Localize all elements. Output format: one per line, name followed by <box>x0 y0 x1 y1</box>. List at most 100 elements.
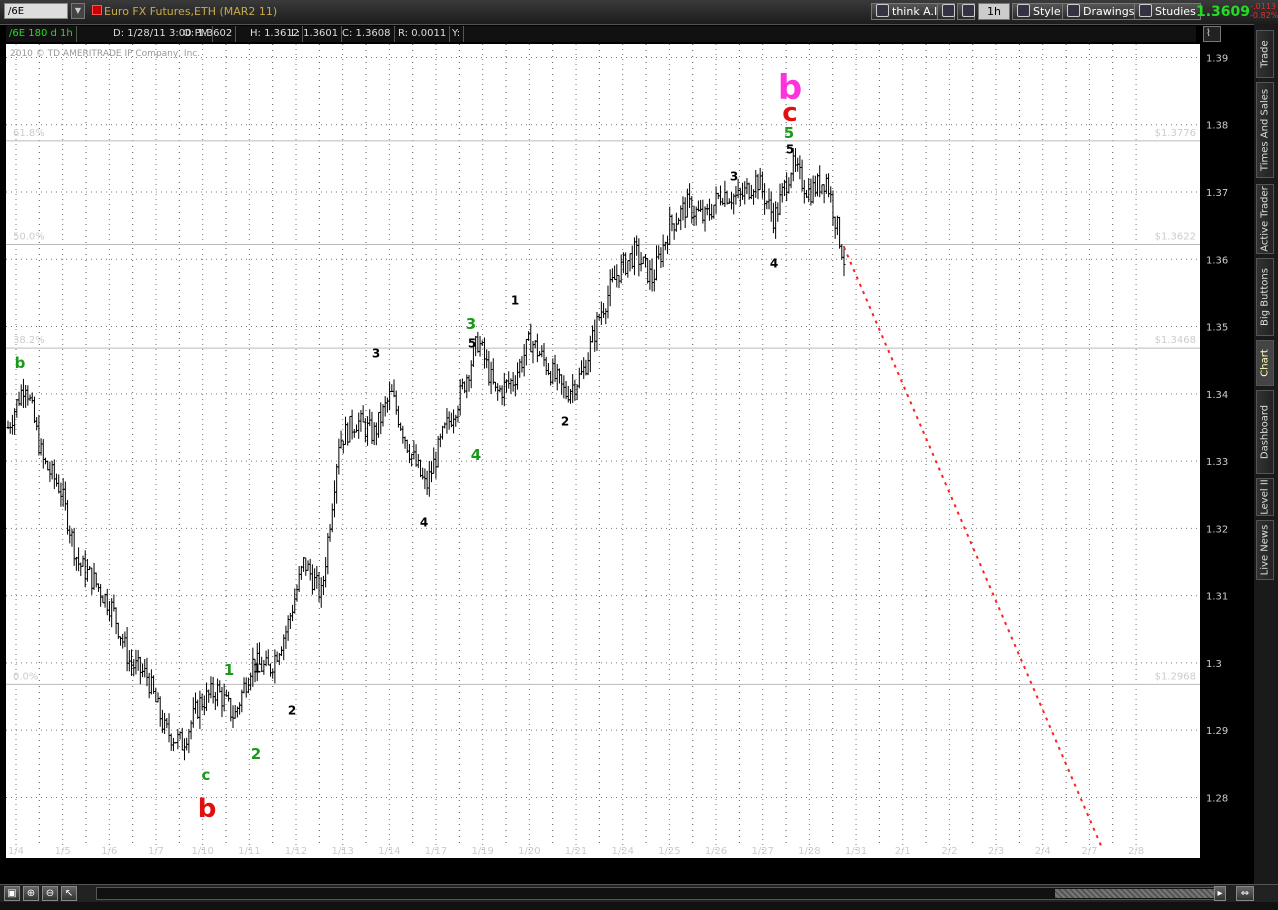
wave-label: 1 <box>253 662 261 676</box>
ruler-icon <box>962 4 975 17</box>
wave-label: b <box>778 68 802 108</box>
low-label: L: 1.3601 <box>288 26 343 42</box>
style-label: Style <box>1033 5 1061 18</box>
side-tab-chart[interactable]: Chart <box>1256 340 1274 386</box>
range-label: R: 0.0011 <box>395 26 451 42</box>
side-tab-level-ii[interactable]: Level II <box>1256 478 1274 516</box>
cursor-button[interactable]: ↖ <box>61 886 77 901</box>
wave-label: 2 <box>251 745 261 763</box>
y-tick-label: 1.28 <box>1206 793 1228 804</box>
x-tick-label: 1/28 <box>798 846 820 857</box>
zoom-in-button[interactable]: ⊕ <box>23 886 39 901</box>
price-chart[interactable]: 61.8% $1.3776 50.0% $1.3622 38.2% $1.3468 0.0%… <box>6 44 1200 858</box>
side-panel-tabs: Trade Times And Sales Active Trader Big But… <box>1254 24 1278 884</box>
ohlc-info-bar: /6E 180 d 1h D: 1/28/11 3:00 PM O: 1.360… <box>6 26 1196 42</box>
side-tab-label: Chart <box>1259 349 1271 377</box>
scroll-right-button[interactable]: ▸ <box>1214 886 1226 901</box>
scrollbar-thumb[interactable] <box>1055 889 1225 898</box>
side-tab-dashboard[interactable]: Dashboard <box>1256 390 1274 474</box>
drawings-button[interactable]: Drawings <box>1062 3 1140 20</box>
y-tick-label: 1.32 <box>1206 524 1228 535</box>
side-tab-big-buttons[interactable]: Big Buttons <box>1256 258 1274 336</box>
y-label: Y: <box>449 26 465 42</box>
x-tick-label: 2/3 <box>988 846 1004 857</box>
x-tick-label: 1/31 <box>845 846 867 857</box>
style-button[interactable]: Style <box>1012 3 1066 20</box>
x-tick-label: 1/10 <box>191 846 213 857</box>
side-tab-label: Active Trader <box>1259 186 1271 252</box>
y-tick-label: 1.31 <box>1206 592 1228 603</box>
x-tick-label: 1/5 <box>55 846 71 857</box>
wave-label: 3 <box>730 170 738 184</box>
y-tick-label: 1.35 <box>1206 323 1228 334</box>
side-tab-active-trader[interactable]: Active Trader <box>1256 184 1274 254</box>
projection-line <box>843 246 1103 849</box>
wave-label: c <box>202 766 211 784</box>
instrument-title: Euro FX Futures,ETH (MAR2 11) <box>104 5 278 18</box>
percent-change: -0.82% <box>1250 11 1278 20</box>
bottom-toolbar: ▣ ⊕ ⊖ ↖ ▸ ⇔ <box>0 884 1278 903</box>
fib-price-label: $1.3468 <box>1155 335 1196 346</box>
timeframe-button[interactable]: 1h <box>978 3 1010 20</box>
link-icon <box>942 4 955 17</box>
studies-button[interactable]: Studies <box>1134 3 1201 20</box>
wave-label: 3 <box>372 347 380 361</box>
side-tab-label: Live News <box>1259 524 1271 576</box>
expand-icon: ⇔ <box>1240 888 1250 899</box>
side-tab-label: Level II <box>1259 479 1271 515</box>
price-axis[interactable]: 1.39 1.38 1.37 1.36 1.35 1.34 1.33 1.32 1.31 1.3 1… <box>1200 44 1250 858</box>
fib-percent-label: 0.0% <box>13 671 38 682</box>
expand-button[interactable]: ⇔ <box>1236 886 1254 901</box>
favorite-icon[interactable] <box>92 5 102 15</box>
time-scrollbar[interactable] <box>96 887 1226 900</box>
chart-icon: ⌇ <box>1206 28 1211 39</box>
fib-price-label: $1.3622 <box>1155 231 1196 242</box>
think-ai-label: think A.I. <box>892 5 941 18</box>
side-tab-times-and-sales[interactable]: Times And Sales <box>1256 82 1274 178</box>
chart-grid <box>6 44 1200 850</box>
side-tab-label: Dashboard <box>1259 404 1271 460</box>
think-ai-button[interactable]: think A.I. <box>871 3 946 20</box>
x-tick-label: 1/7 <box>148 846 164 857</box>
y-tick-label: 1.36 <box>1206 255 1228 266</box>
x-tick-label: 1/26 <box>705 846 727 857</box>
side-tab-live-news[interactable]: Live News <box>1256 520 1274 580</box>
x-tick-label: 1/27 <box>751 846 773 857</box>
symbol-dropdown-button[interactable]: ▼ <box>71 3 85 19</box>
side-tab-label: Trade <box>1259 40 1271 68</box>
studies-label: Studies <box>1155 5 1196 18</box>
x-tick-label: 1/21 <box>565 846 587 857</box>
wave-label: 3 <box>466 315 476 333</box>
x-tick-label: 2/2 <box>941 846 957 857</box>
wave-label: 5 <box>784 124 794 142</box>
close-label: C: 1.3608 <box>339 26 395 42</box>
fib-percent-label: 38.2% <box>13 335 45 346</box>
wave-label: 4 <box>770 257 778 271</box>
net-change: -.0113 <box>1250 2 1276 11</box>
x-tick-label: 1/13 <box>331 846 353 857</box>
x-tick-label: 2/4 <box>1035 846 1051 857</box>
plot-background <box>6 44 1200 858</box>
chart-settings-button[interactable]: ⌇ <box>1203 26 1221 42</box>
y-tick-label: 1.37 <box>1206 188 1228 199</box>
zoom-out-icon: ⊖ <box>45 888 55 899</box>
zoom-out-button[interactable]: ⊖ <box>42 886 58 901</box>
symbol-input[interactable]: /6E <box>4 3 68 19</box>
wave-label: 2 <box>561 415 569 429</box>
pan-button[interactable]: ▣ <box>4 886 20 901</box>
link-button[interactable] <box>937 3 955 20</box>
x-tick-label: 1/4 <box>8 846 24 857</box>
period-label[interactable]: /6E 180 d 1h <box>6 26 77 42</box>
chart-style-icon <box>1017 4 1030 17</box>
fib-levels: 61.8% $1.3776 50.0% $1.3622 38.2% $1.3468 0.0%… <box>6 128 1200 685</box>
fib-percent-label: 50.0% <box>13 231 45 242</box>
wave-label: 1 <box>511 294 519 308</box>
y-tick-label: 1.34 <box>1206 390 1228 401</box>
side-tab-label: Big Buttons <box>1259 268 1271 326</box>
y-tick-label: 1.29 <box>1206 726 1228 737</box>
x-tick-label: 2/1 <box>895 846 911 857</box>
copyright-text: 2010 © TD AMERITRADE IP Company, Inc. <box>10 49 200 59</box>
side-tab-trade[interactable]: Trade <box>1256 30 1274 78</box>
ruler-button[interactable] <box>957 3 975 20</box>
